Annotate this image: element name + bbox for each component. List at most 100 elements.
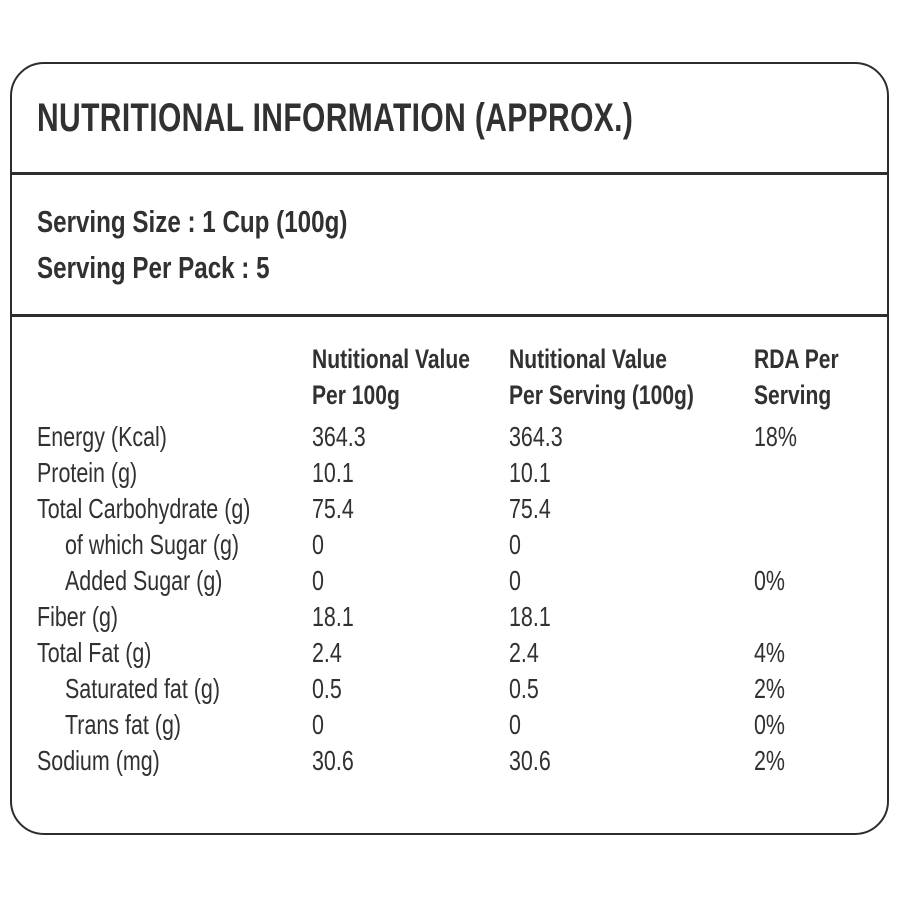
value-per-100g: 0: [312, 563, 509, 599]
row-label-text: Total Fat (g): [37, 637, 152, 668]
value-text: 0%: [754, 709, 786, 740]
column-header-text: Nutitional Value: [312, 344, 470, 374]
table-row-protein: Protein (g) 10.1 10.1: [37, 455, 867, 491]
value-text: 4%: [754, 637, 786, 668]
value-per-serving: 10.1: [509, 455, 754, 491]
value-text: 0.5: [312, 673, 342, 704]
value-text: 10.1: [312, 457, 354, 488]
table-row-saturated-fat: Saturated fat (g) 0.5 0.5 2%: [37, 671, 867, 707]
row-label-text: Saturated fat (g): [65, 673, 221, 704]
value-rda: 0%: [754, 707, 867, 743]
value-text: 0.5: [509, 673, 539, 704]
value-text: 364.3: [509, 421, 563, 452]
value-text: 2.4: [312, 637, 342, 668]
title-section: NUTRITIONAL INFORMATION (APPROX.): [12, 64, 887, 175]
row-label: Protein (g): [37, 455, 312, 491]
serving-per-pack-line: Serving Per Pack : 5: [37, 245, 862, 291]
table-row-total-fat: Total Fat (g) 2.4 2.4 4%: [37, 635, 867, 671]
value-rda: [754, 599, 867, 635]
row-label-text: Protein (g): [37, 457, 138, 488]
serving-section: Serving Size : 1 Cup (100g) Serving Per …: [12, 175, 887, 317]
value-text: 2%: [754, 673, 786, 704]
value-rda: 4%: [754, 635, 867, 671]
value-rda: [754, 455, 867, 491]
row-label-text: Trans fat (g): [65, 709, 182, 740]
page-title: NUTRITIONAL INFORMATION (APPROX.): [37, 95, 634, 140]
column-header-per-serving: Nutitional Value Per Serving (100g): [509, 341, 754, 413]
column-header-text: RDA Per: [754, 344, 839, 374]
value-per-serving: 364.3: [509, 419, 754, 455]
row-label: Trans fat (g): [37, 707, 312, 743]
value-text: 0: [312, 709, 324, 740]
row-label: Total Carbohydrate (g): [37, 491, 312, 527]
value-rda: 2%: [754, 743, 867, 779]
value-text: 30.6: [312, 745, 354, 776]
row-label: Added Sugar (g): [37, 563, 312, 599]
value-text: 0: [509, 529, 521, 560]
row-label-text: Energy (Kcal): [37, 421, 167, 452]
value-per-100g: 2.4: [312, 635, 509, 671]
value-per-100g: 75.4: [312, 491, 509, 527]
row-label-text: Added Sugar (g): [65, 565, 223, 596]
value-text: 2%: [754, 745, 786, 776]
table-row-energy: Energy (Kcal) 364.3 364.3 18%: [37, 419, 867, 455]
value-text: 18.1: [509, 601, 551, 632]
value-per-serving: 2.4: [509, 635, 754, 671]
column-header-text: Nutitional Value: [509, 344, 667, 374]
value-per-100g: 0: [312, 707, 509, 743]
value-text: 75.4: [509, 493, 551, 524]
table-header-row: Nutitional Value Per 100g Nutitional Val…: [37, 341, 867, 413]
value-text: 18.1: [312, 601, 354, 632]
value-per-100g: 10.1: [312, 455, 509, 491]
table-row-fiber: Fiber (g) 18.1 18.1: [37, 599, 867, 635]
serving-size-line: Serving Size : 1 Cup (100g): [37, 199, 862, 245]
nutrition-label-panel: NUTRITIONAL INFORMATION (APPROX.) Servin…: [10, 62, 889, 835]
row-label-text: Sodium (mg): [37, 745, 160, 776]
column-header-text: Serving: [754, 380, 832, 410]
row-label-text: Fiber (g): [37, 601, 119, 632]
value-per-100g: 18.1: [312, 599, 509, 635]
column-header-per-100g: Nutitional Value Per 100g: [312, 341, 509, 413]
value-per-serving: 0: [509, 563, 754, 599]
value-rda: 18%: [754, 419, 867, 455]
value-text: 18%: [754, 421, 797, 452]
value-per-serving: 30.6: [509, 743, 754, 779]
nutrition-table: Nutitional Value Per 100g Nutitional Val…: [12, 317, 887, 779]
column-header-text: Per 100g: [312, 380, 400, 410]
row-label: Fiber (g): [37, 599, 312, 635]
table-row-trans-fat: Trans fat (g) 0 0 0%: [37, 707, 867, 743]
row-label: Total Fat (g): [37, 635, 312, 671]
value-per-100g: 0.5: [312, 671, 509, 707]
value-text: 0: [312, 529, 324, 560]
value-rda: [754, 527, 867, 563]
table-row-of-which-sugar: of which Sugar (g) 0 0: [37, 527, 867, 563]
value-text: 2.4: [509, 637, 539, 668]
value-text: 0: [509, 565, 521, 596]
table-row-added-sugar: Added Sugar (g) 0 0 0%: [37, 563, 867, 599]
value-text: 10.1: [509, 457, 551, 488]
value-per-serving: 18.1: [509, 599, 754, 635]
value-per-serving: 0: [509, 527, 754, 563]
row-label: Saturated fat (g): [37, 671, 312, 707]
value-text: 0: [312, 565, 324, 596]
value-text: 0: [509, 709, 521, 740]
value-per-100g: 30.6: [312, 743, 509, 779]
value-per-100g: 364.3: [312, 419, 509, 455]
value-per-serving: 75.4: [509, 491, 754, 527]
table-body: Energy (Kcal) 364.3 364.3 18% Protein (g…: [37, 419, 867, 779]
row-label-text: Total Carbohydrate (g): [37, 493, 251, 524]
column-header-text: Per Serving (100g): [509, 380, 694, 410]
value-per-100g: 0: [312, 527, 509, 563]
row-label: Sodium (mg): [37, 743, 312, 779]
value-text: 75.4: [312, 493, 354, 524]
table-row-sodium: Sodium (mg) 30.6 30.6 2%: [37, 743, 867, 779]
value-per-serving: 0: [509, 707, 754, 743]
value-rda: 2%: [754, 671, 867, 707]
value-rda: 0%: [754, 563, 867, 599]
value-text: 364.3: [312, 421, 366, 452]
table-row-total-carbohydrate: Total Carbohydrate (g) 75.4 75.4: [37, 491, 867, 527]
row-label: of which Sugar (g): [37, 527, 312, 563]
value-rda: [754, 491, 867, 527]
value-text: 30.6: [509, 745, 551, 776]
serving-size-text: Serving Size : 1 Cup (100g): [37, 203, 348, 239]
